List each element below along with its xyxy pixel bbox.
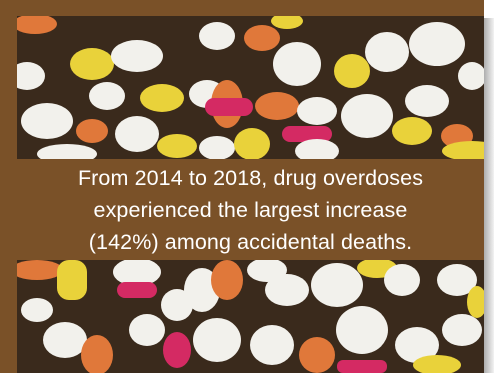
caption-line-3: (142%) among accidental deaths. bbox=[88, 229, 413, 254]
caption-text: From 2014 to 2018, drug overdoses experi… bbox=[78, 162, 423, 258]
caption-line-2: experienced the largest increase bbox=[93, 197, 408, 222]
pills-photo-bottom-image bbox=[17, 260, 484, 373]
pills-photo-top-image bbox=[17, 16, 484, 159]
pills-photo-top bbox=[17, 16, 484, 159]
caption-line-1: From 2014 to 2018, drug overdoses bbox=[77, 165, 424, 190]
frame-shadow bbox=[484, 18, 494, 373]
caption-box: From 2014 to 2018, drug overdoses experi… bbox=[17, 159, 484, 260]
pills-photo-bottom bbox=[17, 260, 484, 373]
infographic-frame: From 2014 to 2018, drug overdoses experi… bbox=[0, 0, 484, 373]
